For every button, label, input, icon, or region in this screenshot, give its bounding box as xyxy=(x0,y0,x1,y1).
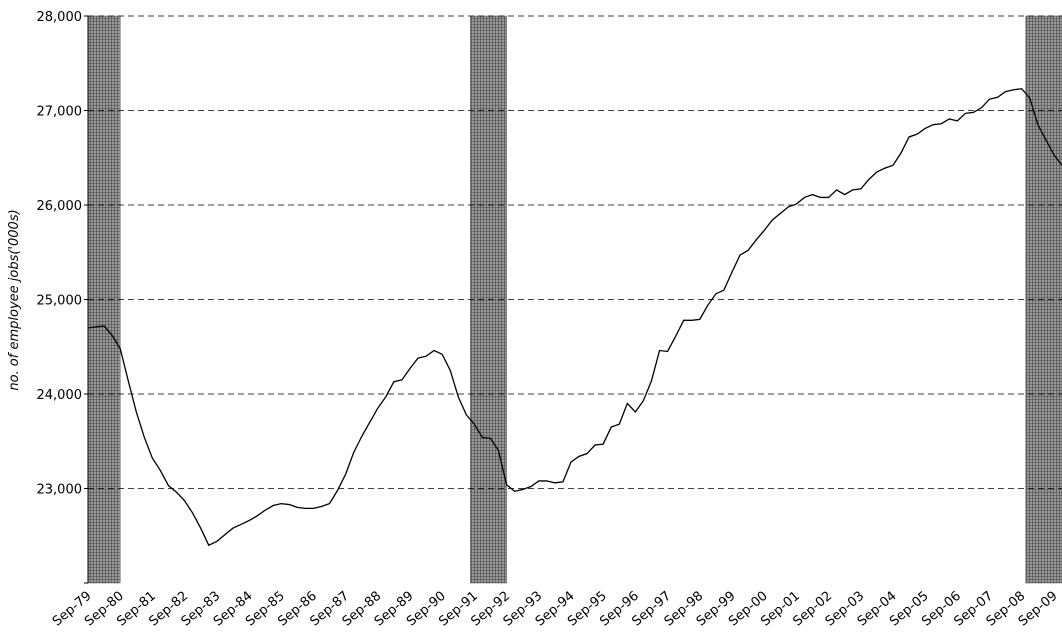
y-axis-label: no. of employee jobs('000s) xyxy=(7,209,22,390)
y-tick-label: 27,000 xyxy=(37,105,83,120)
y-tick-label: 23,000 xyxy=(37,483,83,498)
y-tick-label: 26,000 xyxy=(37,199,83,214)
y-tick-label: 24,000 xyxy=(37,388,83,403)
data-line xyxy=(87,88,1062,547)
y-tick-label: 28,000 xyxy=(37,10,83,25)
y-tick-label: 25,000 xyxy=(37,294,83,309)
